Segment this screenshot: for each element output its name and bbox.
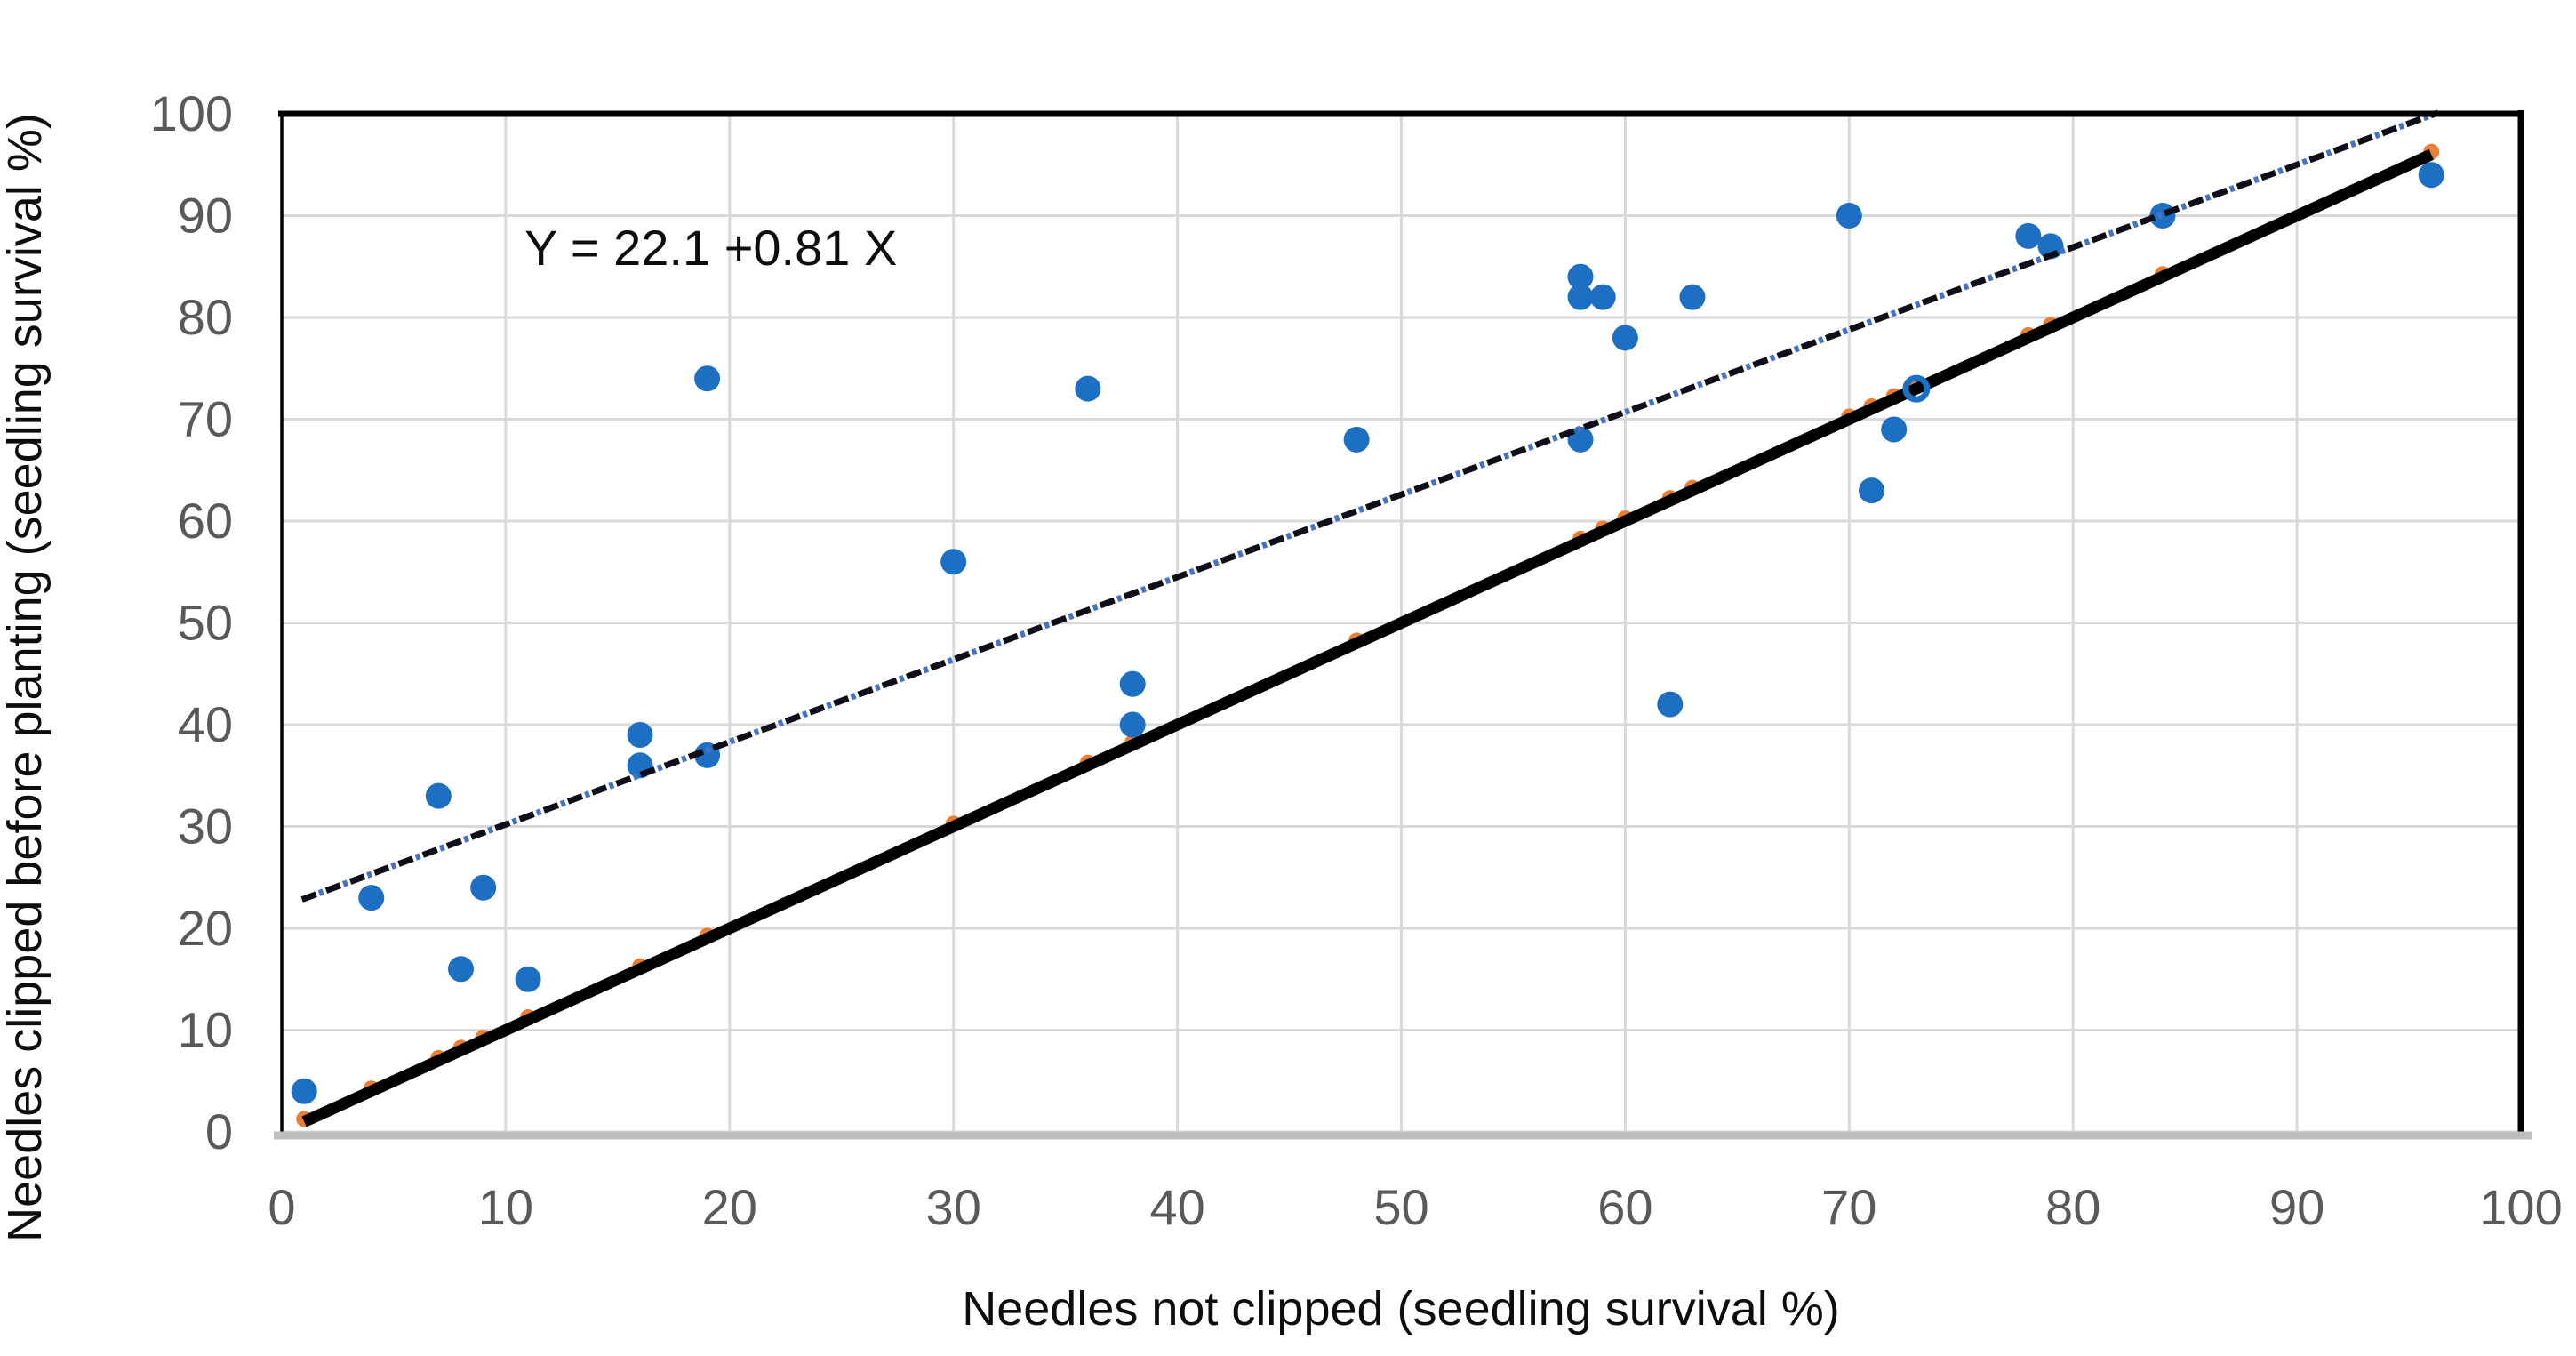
x-tick-label: 0 [268,1179,295,1235]
data-point [1119,711,1146,738]
regression-line-dots [300,109,2440,903]
data-point [448,956,475,983]
series-layer [291,109,2444,1127]
y-tick-label: 70 [178,391,233,447]
data-point [1612,325,1638,351]
data-point-open [1902,374,1931,403]
y-tick-label: 40 [178,696,233,752]
data-point [1119,670,1146,697]
data-point [1836,203,1862,229]
data-point [1657,691,1684,718]
y-tick-label: 0 [205,1103,233,1159]
x-tick-label: 60 [1597,1179,1652,1235]
x-tick-label: 100 [2479,1179,2562,1235]
data-point [1679,284,1706,310]
data-point [1589,284,1616,310]
data-point [1075,375,1101,402]
y-axis-title: Needles clipped before planting (seedlin… [0,113,52,1242]
x-tick-label: 90 [2269,1179,2324,1235]
y-tick-label: 20 [178,900,233,956]
x-tick-label: 70 [1821,1179,1876,1235]
x-tick-label: 30 [926,1179,981,1235]
regression-line-dashes [300,109,2440,903]
x-tick-label: 10 [478,1179,533,1235]
data-point [940,549,967,575]
y-tick-label: 80 [178,289,233,345]
data-point [515,966,541,992]
y-tick-label: 50 [178,595,233,651]
x-tick-label: 40 [1149,1179,1204,1235]
data-point [1881,416,1908,443]
tick-labels-layer: 0 10 20 30 40 50 60 70 80 90 100 0 10 20 30 40 50 60 70 80 9… [150,85,2563,1235]
y-tick-label: 90 [178,188,233,244]
data-point [627,721,653,748]
data-point [1858,477,1884,504]
y-tick-label: 10 [178,1002,233,1058]
data-point [291,1078,317,1104]
data-point [2015,222,2042,249]
y-tick-label: 60 [178,493,233,549]
x-axis-title: Needles not clipped (seedling survival %… [962,1282,1840,1336]
data-point [2418,162,2444,189]
y-tick-label: 100 [150,85,233,141]
data-point [358,885,385,911]
identity-line [301,148,2434,1127]
data-point [425,782,452,809]
data-point [1567,263,1594,290]
x-tick-label: 80 [2045,1179,2100,1235]
data-point [470,874,497,901]
data-point [1567,284,1594,310]
x-tick-label: 20 [702,1179,757,1235]
x-tick-label: 50 [1373,1179,1428,1235]
plot-border-layer [274,110,2532,1140]
y-tick-label: 30 [178,798,233,855]
data-point [694,365,721,392]
data-point [1343,426,1370,453]
regression-equation-label: Y = 22.1 +0.81 X [524,220,897,276]
